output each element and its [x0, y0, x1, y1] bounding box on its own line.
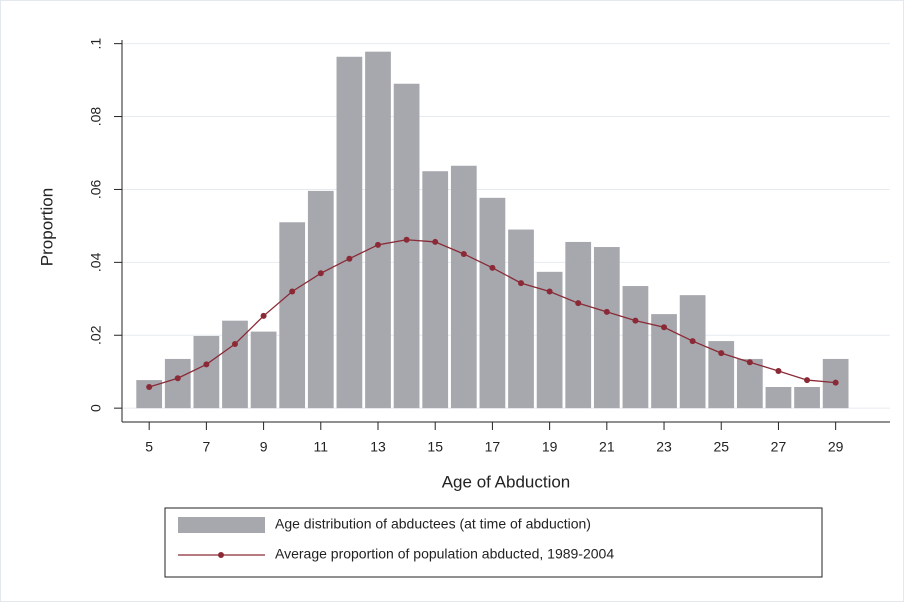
line-point	[518, 280, 525, 287]
bar	[336, 56, 363, 409]
line-point	[289, 288, 296, 295]
line-point	[775, 367, 782, 374]
bar	[565, 241, 592, 409]
line-point	[661, 324, 668, 331]
line-point	[746, 359, 753, 366]
bar	[765, 387, 792, 409]
legend-label: Average proportion of population abducte…	[275, 546, 614, 562]
y-tick-label: .02	[88, 325, 104, 345]
line-point	[146, 384, 153, 391]
line-point	[546, 288, 553, 295]
x-tick-label: 23	[656, 439, 672, 455]
line-point	[603, 308, 610, 315]
x-axis-title: Age of Abduction	[442, 472, 571, 491]
bar	[422, 171, 449, 409]
x-tick-label: 13	[370, 439, 386, 455]
y-tick-label: .06	[88, 180, 104, 200]
bar	[679, 295, 706, 409]
bar	[393, 83, 420, 409]
bar	[736, 358, 763, 409]
line-point	[632, 317, 639, 324]
y-tick-label: .08	[88, 107, 104, 127]
x-tick-label: 19	[542, 439, 558, 455]
line-point	[317, 270, 324, 277]
legend-box	[164, 507, 823, 578]
line-point	[489, 264, 496, 271]
bar	[222, 320, 248, 409]
y-tick-label: 0	[88, 404, 104, 412]
bar	[279, 222, 306, 409]
bar	[479, 197, 506, 409]
bar	[164, 358, 191, 409]
line-point	[174, 375, 181, 382]
line-point	[718, 350, 725, 357]
y-axis-title: Proportion	[37, 188, 56, 266]
bar	[450, 165, 477, 409]
legend-swatch	[178, 517, 265, 533]
bar	[622, 286, 649, 409]
legend-swatch-dot	[218, 552, 224, 558]
y-tick-label: .04	[88, 252, 104, 272]
line-point	[689, 338, 696, 345]
line-point	[403, 236, 410, 243]
x-tick-label: 21	[599, 439, 615, 455]
line-point	[203, 361, 210, 368]
bar	[307, 190, 334, 409]
line-point	[460, 250, 467, 257]
line-point	[432, 238, 439, 245]
y-tick-label: .1	[88, 38, 104, 50]
x-tick-label: 27	[771, 439, 787, 455]
legend-label: Age distribution of abductees (at time o…	[275, 516, 591, 532]
bar	[365, 51, 391, 409]
bar	[794, 387, 820, 409]
line-point	[575, 300, 582, 307]
bar	[508, 229, 534, 409]
x-tick-label: 7	[202, 439, 210, 455]
x-tick-label: 5	[145, 439, 153, 455]
line-point	[231, 340, 238, 347]
line-point	[260, 312, 267, 319]
x-tick-label: 15	[427, 439, 443, 455]
line-point	[832, 379, 839, 386]
x-tick-label: 17	[485, 439, 501, 455]
line-point	[346, 255, 353, 262]
x-tick-label: 25	[713, 439, 729, 455]
bar	[193, 335, 220, 409]
bar	[250, 331, 277, 409]
line-point	[804, 377, 811, 384]
line-point	[375, 241, 381, 248]
bar	[593, 247, 620, 409]
x-tick-label: 11	[314, 439, 329, 455]
x-tick-label: 9	[260, 439, 268, 455]
x-tick-label: 29	[828, 439, 844, 455]
